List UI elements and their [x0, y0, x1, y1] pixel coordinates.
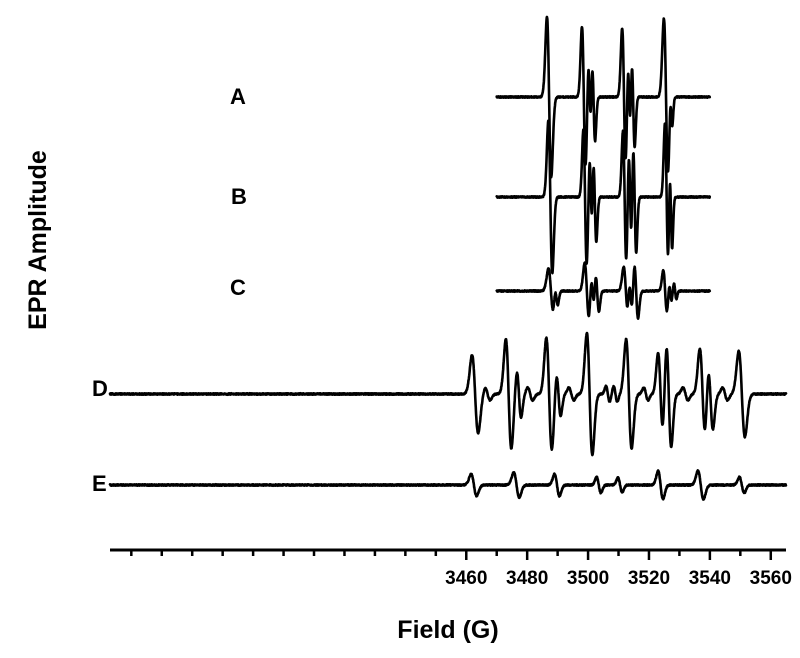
series-label-d: D	[92, 376, 108, 401]
x-axis: 3460 3480 3500 3520 3540 3560	[110, 548, 792, 589]
y-axis-label: EPR Amplitude	[24, 150, 52, 330]
spectrum-traces	[108, 15, 788, 501]
series-label-a: A	[230, 84, 246, 109]
x-ticks	[130, 550, 773, 560]
x-tick-label: 3480	[506, 568, 548, 589]
trace-d	[108, 331, 788, 457]
trace-b	[495, 119, 712, 275]
trace-e	[108, 469, 788, 501]
series-labels: A B C D E	[92, 84, 247, 496]
x-tick-label: 3540	[689, 568, 731, 589]
series-label-c: C	[230, 275, 246, 300]
x-tick-label: 3560	[750, 568, 792, 589]
x-tick-labels: 3460 3480 3500 3520 3540 3560	[445, 568, 792, 589]
x-tick-label: 3460	[445, 568, 487, 589]
trace-a	[495, 15, 712, 179]
series-label-b: B	[231, 184, 247, 209]
trace-c	[495, 261, 712, 320]
x-tick-label: 3500	[567, 568, 609, 589]
x-tick-label: 3520	[628, 568, 670, 589]
x-axis-label: Field (G)	[397, 616, 498, 644]
series-label-e: E	[92, 471, 107, 496]
